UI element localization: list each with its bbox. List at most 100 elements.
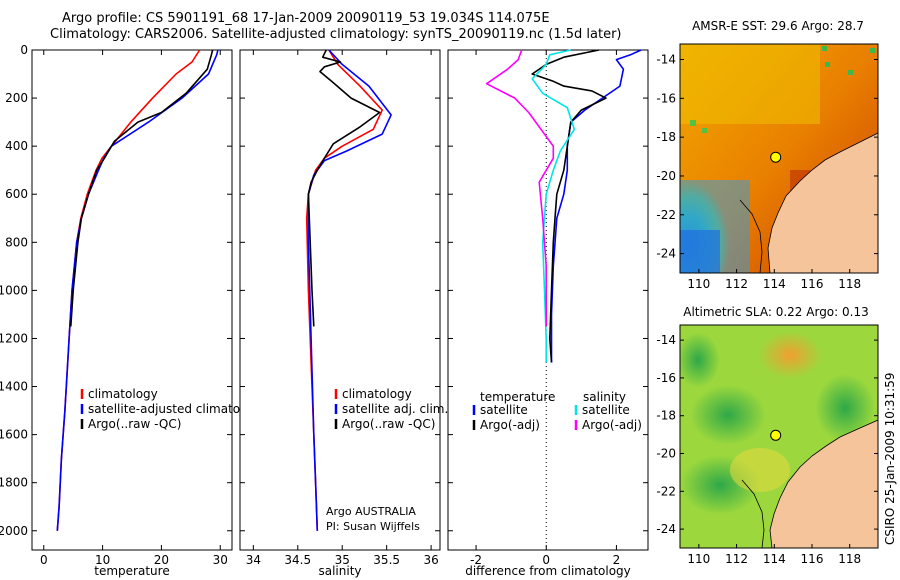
depth-tick-label: 600 [5, 187, 28, 201]
x-tick-label: 10 [95, 553, 110, 567]
temperature-plot-frame [31, 49, 233, 551]
temperature-axis-label: temperature [94, 564, 169, 578]
depth-tick-label: 200 [5, 91, 28, 105]
x-tick-label: -2 [470, 553, 482, 567]
legend-label: satellite-adjusted climatolog [88, 402, 258, 416]
depth-tick-label: 1000 [0, 283, 28, 297]
series-line-argo-adj- [485, 49, 555, 327]
sst-lon-axis: 110 112 114 116 118 [687, 269, 861, 291]
temperature-series [56, 49, 219, 531]
sst-map-panel: AMSR-E SST: 29.6 Argo: 28.7 110 112 114 116… [656, 19, 879, 291]
x-tick-label: 35 [335, 553, 350, 567]
lon-tick-label: 116 [801, 552, 824, 566]
depth-tick-label: 1800 [0, 476, 28, 490]
sla-bathymetry-contour [741, 479, 765, 548]
sla-float-marker [770, 429, 782, 441]
depth-tick-label: 0 [20, 43, 28, 57]
x-tick-label: 30 [213, 553, 228, 567]
difference-profile-panel: -2 0 2 temperature salinitysatelliteArgo(-a… [447, 49, 649, 578]
legend-header-salinity: salinity [583, 390, 626, 404]
depth-tick-label: 800 [5, 235, 28, 249]
series-line-satellite [531, 49, 576, 363]
legend-label: climatology [88, 387, 158, 401]
lon-tick-label: 114 [763, 277, 786, 291]
difference-legend: temperature salinitysatelliteArgo(-adj)sa… [472, 390, 642, 432]
sst-lat-axis: -14 -16 -18 -20 -22 -24 [656, 53, 878, 261]
lat-tick-label: -20 [656, 169, 676, 183]
figure-title-line2: Climatology: CARS2006. Satellite-adjuste… [50, 27, 622, 42]
legend-label: Argo(-adj) [480, 418, 540, 432]
legend-label: satellite [480, 403, 528, 417]
series-line-argo-raw-qc- [70, 49, 214, 327]
series-line-argo-adj- [531, 49, 607, 363]
lat-tick-label: -24 [656, 522, 676, 536]
legend-label: Argo(-adj) [582, 418, 642, 432]
depth-axis: 0 200 400 600 800 1000 1200 1400 1600 1800 2000 [0, 43, 28, 538]
float-program-annotation: Argo AUSTRALIA [326, 505, 416, 518]
x-tick-label: 34 [246, 553, 261, 567]
depth-tick-label: 1400 [0, 380, 28, 394]
x-tick-label: 0 [542, 553, 550, 567]
sst-map-title: AMSR-E SST: 29.6 Argo: 28.7 [692, 19, 864, 33]
sst-map-frame [679, 43, 879, 274]
salinity-axis-label: salinity [318, 564, 361, 578]
legend-label: Argo(..raw -QC) [342, 417, 435, 431]
lat-tick-label: -14 [656, 53, 676, 67]
lat-tick-label: -22 [656, 484, 676, 498]
figure-title-line1: Argo profile: CS 5901191_68 17-Jan-2009 … [62, 11, 550, 26]
lat-tick-label: -20 [656, 447, 676, 461]
lat-tick-label: -22 [656, 208, 676, 222]
lat-tick-label: -16 [656, 91, 676, 105]
depth-tick-label: 1600 [0, 428, 28, 442]
x-tick-label: 36 [423, 553, 438, 567]
lon-tick-label: 112 [725, 277, 748, 291]
depth-tick-label: 2000 [0, 524, 28, 538]
legend-header-temperature: temperature [480, 390, 555, 404]
lat-tick-label: -16 [656, 371, 676, 385]
legend-label: climatology [342, 387, 412, 401]
csiro-timestamp-label: CSIRO 25-Jan-2009 10:31:59 [883, 373, 897, 545]
x-tick-label: 2 [613, 553, 621, 567]
sla-field [680, 325, 878, 548]
legend-label: Argo(..raw -QC) [88, 417, 181, 431]
lon-tick-label: 110 [687, 552, 710, 566]
salinity-series [305, 49, 392, 531]
depth-tick-label: 400 [5, 139, 28, 153]
depth-tick-label: 1200 [0, 331, 28, 345]
legend-label: satellite [582, 403, 630, 417]
x-tick-label: 34.5 [284, 553, 311, 567]
sla-map-title: Altimetric SLA: 0.22 Argo: 0.13 [683, 305, 868, 319]
lon-tick-label: 116 [801, 277, 824, 291]
lat-tick-label: -18 [656, 409, 676, 423]
sla-map-panel: Altimetric SLA: 0.22 Argo: 0.13 110 112 11… [656, 305, 879, 566]
salinity-plot-frame [239, 49, 441, 551]
x-tick-label: 35.5 [373, 553, 400, 567]
difference-plot-frame [447, 49, 649, 551]
sla-map-frame [679, 324, 879, 549]
temperature-axis: 0 10 20 30 [40, 50, 228, 567]
sst-bathymetry-contour [739, 199, 763, 273]
sla-lat-axis: -14 -16 -18 -20 -22 -24 [656, 333, 878, 536]
lat-tick-label: -24 [656, 247, 676, 261]
sla-lon-axis: 110 112 114 116 118 [687, 544, 861, 566]
lat-tick-label: -14 [656, 333, 676, 347]
sla-coastline [769, 419, 878, 548]
salinity-axis: 34 34.5 35 35.5 36 [246, 50, 439, 567]
lat-tick-label: -18 [656, 130, 676, 144]
legend-label: satellite adj. clim. [342, 402, 448, 416]
lon-tick-label: 114 [763, 552, 786, 566]
sst-float-marker [770, 151, 782, 163]
x-tick-label: 20 [154, 553, 169, 567]
sst-coastline [767, 132, 878, 273]
lon-tick-label: 110 [687, 277, 710, 291]
lon-tick-label: 118 [838, 552, 861, 566]
x-tick-label: 0 [40, 553, 48, 567]
difference-series [485, 49, 642, 363]
float-pi-annotation: PI: Susan Wijffels [326, 520, 420, 533]
lon-tick-label: 118 [838, 277, 861, 291]
series-line-argo-raw-qc- [307, 49, 381, 327]
sst-field [680, 44, 878, 273]
difference-axis-label: difference from climatology [465, 564, 631, 578]
